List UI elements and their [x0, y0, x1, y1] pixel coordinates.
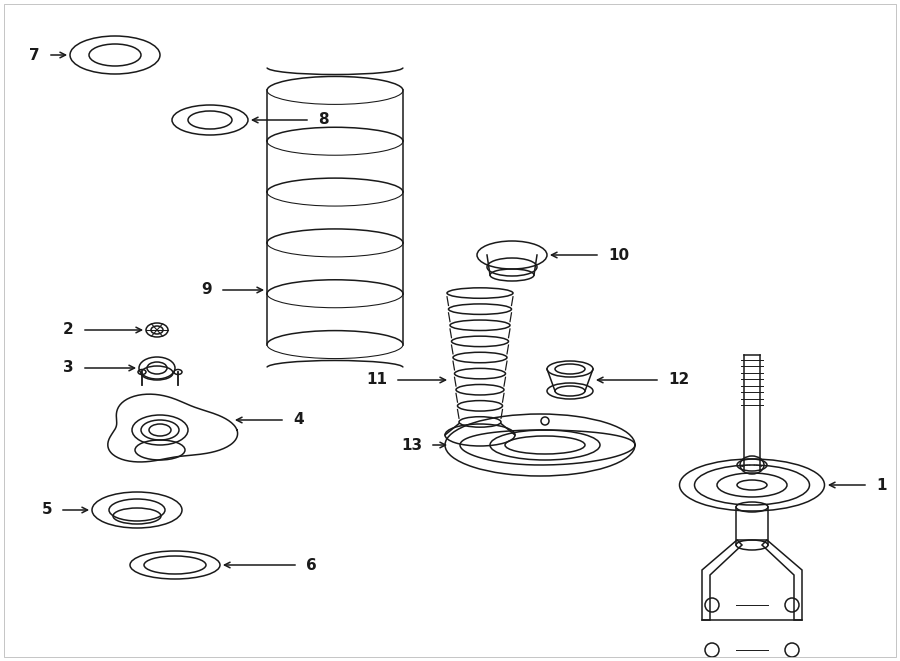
- Text: 11: 11: [366, 373, 387, 387]
- Text: 5: 5: [41, 502, 52, 518]
- Text: 10: 10: [608, 247, 629, 262]
- Text: 4: 4: [293, 412, 303, 428]
- Text: 3: 3: [63, 360, 74, 375]
- Text: 9: 9: [202, 282, 212, 297]
- Text: 13: 13: [400, 438, 422, 453]
- Text: 7: 7: [30, 48, 40, 63]
- Text: 6: 6: [306, 557, 317, 572]
- Text: 12: 12: [668, 373, 689, 387]
- Text: 2: 2: [63, 323, 74, 338]
- Text: 1: 1: [876, 477, 886, 492]
- Text: 8: 8: [318, 112, 328, 128]
